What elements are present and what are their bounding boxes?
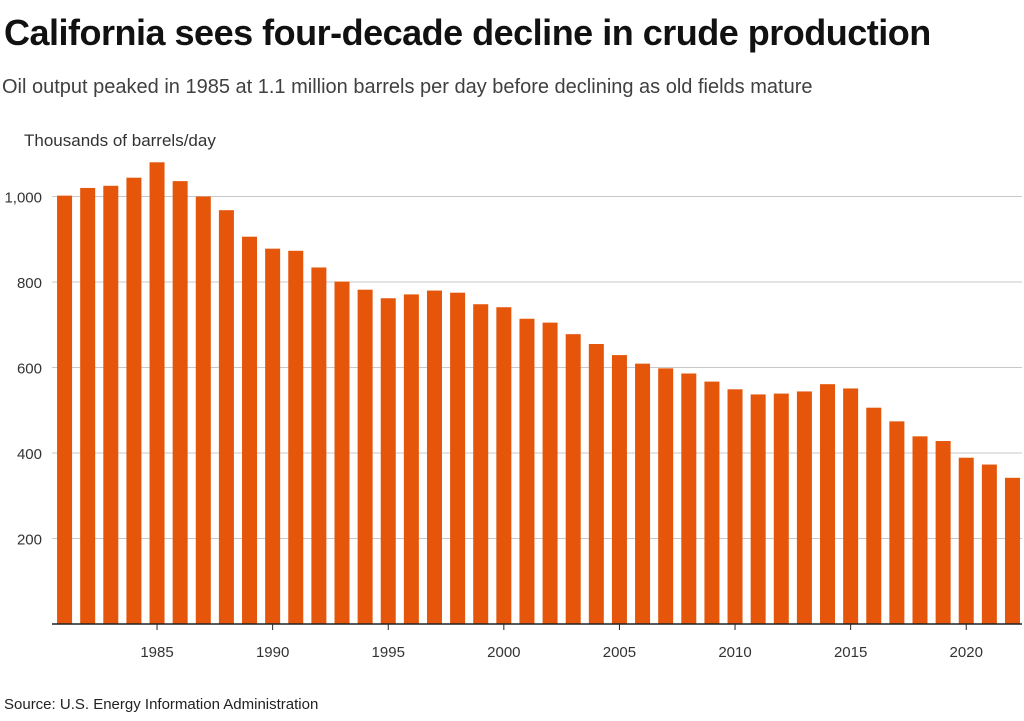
bar-1995 [380, 298, 396, 624]
bar-2012 [773, 393, 789, 624]
bar-2021 [981, 464, 997, 624]
x-tick-label: 2020 [950, 644, 983, 661]
x-tick-label: 1985 [140, 644, 173, 661]
bar-chart: 200 400 600 800 1,000 1985 1990 1995 2000 2005 201… [4, 131, 1022, 661]
bar-2011 [750, 394, 766, 624]
bar-2008 [681, 373, 697, 624]
bar-2000 [496, 307, 512, 624]
bar-2005 [611, 355, 627, 624]
y-tick-label: 1,000 [4, 190, 42, 207]
bar-2001 [519, 318, 535, 624]
bar-1988 [218, 210, 234, 624]
bar-2009 [704, 381, 720, 624]
y-tick-label: 800 [17, 275, 42, 292]
bar-2004 [588, 343, 604, 624]
chart-subtitle: Oil output peaked in 1985 at 1.1 million… [2, 76, 813, 98]
bar-1987 [195, 196, 211, 624]
x-tick-label: 2010 [718, 644, 751, 661]
bar-2020 [958, 457, 974, 624]
bar-1981 [57, 195, 73, 624]
y-tick-label: 600 [17, 361, 42, 378]
y-tick-label: 400 [17, 446, 42, 463]
bar-2022 [1004, 477, 1020, 624]
bar-1999 [473, 304, 489, 624]
chart-area: 200 400 600 800 1,000 1985 1990 1995 2000 2005 201… [0, 120, 1024, 680]
bar-1992 [311, 267, 327, 624]
bar-2014 [820, 384, 836, 624]
bar-2019 [935, 441, 951, 624]
bar-1985 [149, 162, 165, 625]
y-tick-label: 200 [17, 532, 42, 549]
bar-1986 [172, 181, 188, 625]
x-tick-label: 2000 [487, 644, 520, 661]
source-note: Source: U.S. Energy Information Administ… [4, 696, 319, 713]
y-axis-label: Thousands of barrels/day [24, 131, 216, 150]
bar-2016 [866, 407, 882, 624]
chart-title: California sees four-decade decline in c… [4, 12, 931, 53]
bar-2018 [912, 436, 928, 624]
x-tick-label: 1990 [256, 644, 289, 661]
bar-2007 [658, 368, 674, 624]
x-tick-label: 2005 [603, 644, 636, 661]
bar-2013 [796, 391, 812, 624]
bar-2006 [635, 363, 651, 624]
bar-1993 [334, 281, 350, 624]
bar-2010 [727, 389, 743, 624]
bars [57, 162, 1020, 625]
x-tick-label: 1995 [372, 644, 405, 661]
bar-2003 [565, 334, 581, 624]
bar-1990 [265, 248, 281, 624]
bar-1998 [450, 292, 466, 624]
bar-2017 [889, 421, 905, 624]
bar-1983 [103, 185, 119, 624]
x-tick-label: 2015 [834, 644, 867, 661]
bar-1997 [426, 290, 442, 624]
bar-1994 [357, 289, 373, 624]
bar-1982 [80, 187, 96, 624]
bar-1991 [288, 250, 304, 625]
bar-2002 [542, 322, 558, 624]
axes: 200 400 600 800 1,000 1985 1990 1995 2000 2005 201… [4, 190, 1022, 661]
gridlines [52, 196, 1022, 539]
bar-1989 [242, 236, 258, 624]
bar-1984 [126, 177, 142, 624]
bar-1996 [403, 294, 419, 624]
bar-2015 [843, 388, 859, 624]
